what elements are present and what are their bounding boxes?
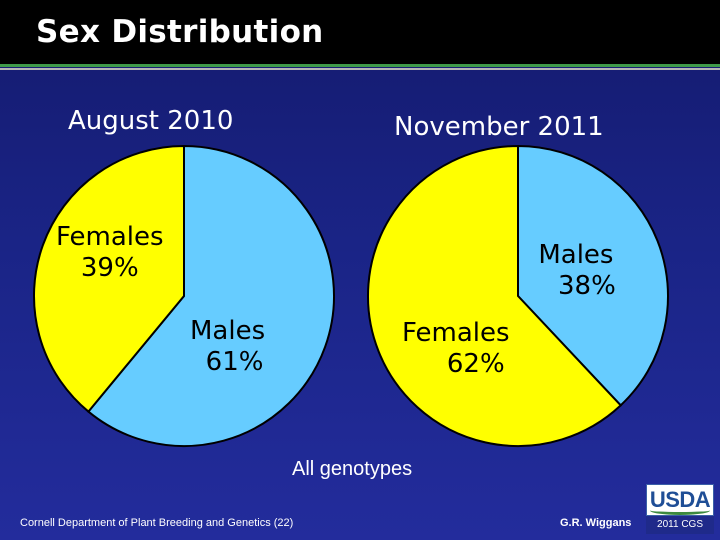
pie-chart-left <box>33 144 335 447</box>
pie-slice-females <box>367 144 623 447</box>
usda-logo-swoosh <box>650 506 710 515</box>
usda-logo: USDA 2011 CGS <box>646 484 714 534</box>
pie-title-left: August 2010 <box>68 106 234 136</box>
slice-label-left-males: Males 61% <box>190 316 265 378</box>
footer-credit: Cornell Department of Plant Breeding and… <box>20 517 294 529</box>
header-rule-gray <box>0 68 720 70</box>
logo-mark: CGS <box>681 519 703 530</box>
slice-category: Females <box>56 222 164 252</box>
pie-slice-females <box>33 144 185 413</box>
pie-chart-right <box>367 144 669 447</box>
header-rule-green <box>0 64 720 67</box>
pie-slice-males <box>517 144 669 407</box>
slice-value: 38% <box>558 271 616 301</box>
footnote: All genotypes <box>292 458 413 480</box>
slice-value: 61% <box>205 347 264 377</box>
slice-category: Males <box>538 240 614 270</box>
usda-logo-band: 2011 CGS <box>646 516 714 534</box>
footer-author: G.R. Wiggans <box>560 517 632 529</box>
pie-title-right: November 2011 <box>394 112 604 142</box>
slice-label-left-females: Females 39% <box>56 222 164 284</box>
slice-value: 62% <box>446 349 505 379</box>
slice-label-right-males: Males 38% <box>536 240 616 302</box>
slice-category: Females <box>402 318 510 348</box>
slice-label-right-females: Females 62% <box>402 318 510 380</box>
logo-year: 2011 <box>657 519 679 530</box>
slice-value: 39% <box>80 253 139 283</box>
slice-category: Males <box>190 316 266 346</box>
header-bar: Sex Distribution <box>0 0 720 64</box>
pie-slice-males <box>86 144 335 447</box>
page-title: Sex Distribution <box>36 14 324 50</box>
